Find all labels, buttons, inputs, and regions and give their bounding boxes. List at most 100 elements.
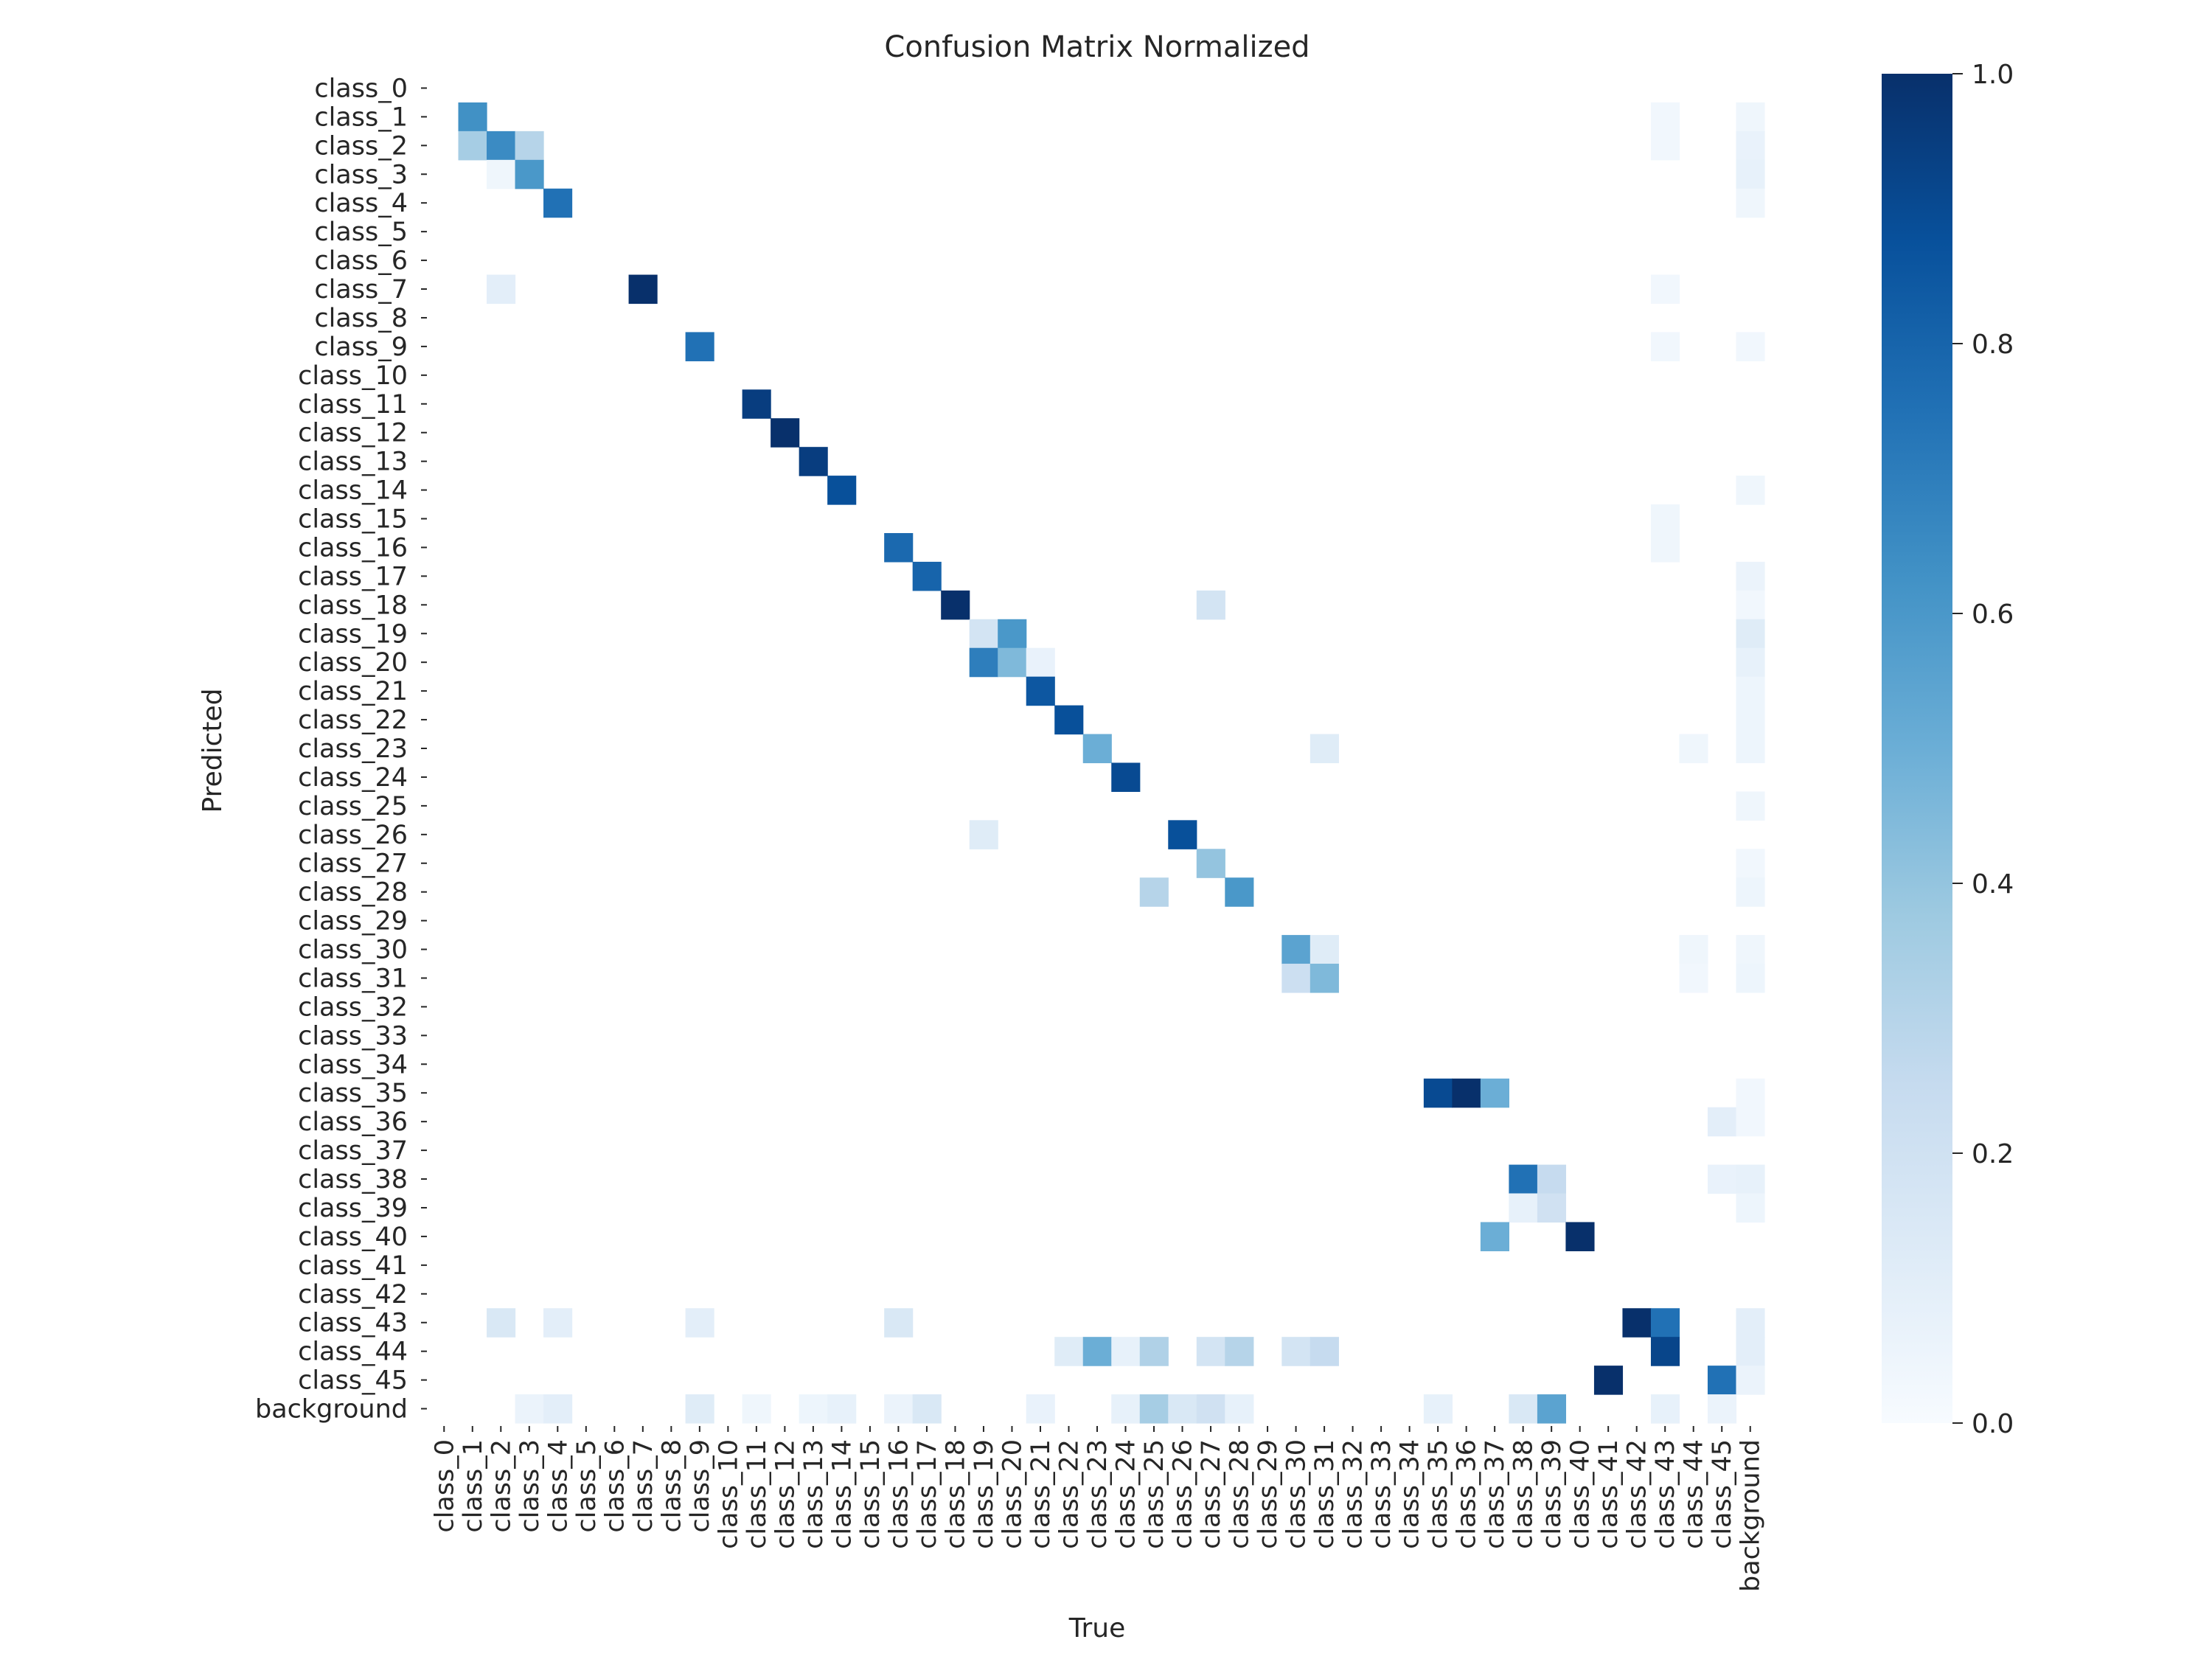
heatmap-cell	[884, 1308, 914, 1338]
heatmap-cell	[1310, 964, 1339, 993]
y-tick-label: class_2	[314, 131, 408, 161]
heatmap-cell	[1679, 964, 1708, 993]
heatmap-cell	[1736, 131, 1765, 161]
colorbar-tick-label: 0.8	[1972, 330, 2014, 360]
y-tick-label: class_10	[298, 361, 408, 391]
y-axis-ticks: class_0class_1class_2class_3class_4class…	[255, 74, 427, 1425]
y-tick-label: class_24	[298, 763, 408, 793]
heatmap-cell	[1736, 590, 1765, 620]
x-tick-label: class_5	[572, 1439, 602, 1533]
heatmap-cell	[685, 1394, 714, 1424]
heatmap-cell	[1225, 1394, 1254, 1424]
x-tick-label: class_35	[1424, 1439, 1453, 1549]
x-tick-label: class_3	[515, 1439, 545, 1533]
heatmap-cell	[1480, 1222, 1509, 1251]
y-tick-label: class_25	[298, 792, 408, 821]
heatmap-cell	[827, 1394, 857, 1424]
x-tick-label: class_33	[1367, 1439, 1397, 1549]
y-tick-label: class_15	[298, 505, 408, 535]
heatmap-cell	[1650, 1337, 1680, 1366]
x-tick-label: class_38	[1509, 1439, 1539, 1549]
heatmap-cell	[543, 1308, 573, 1338]
y-tick-label: class_1	[314, 102, 408, 132]
heatmap-cell	[1736, 935, 1765, 964]
x-tick-label: class_39	[1537, 1439, 1567, 1549]
x-tick-label: class_37	[1481, 1439, 1510, 1549]
x-tick-label: class_32	[1339, 1439, 1368, 1549]
y-tick-label: class_26	[298, 821, 408, 850]
x-tick-label: class_8	[657, 1439, 686, 1533]
heatmap-cell	[1736, 676, 1765, 706]
heatmap-cell	[1139, 1394, 1169, 1424]
heatmap-cell	[1281, 1337, 1311, 1366]
y-tick-label: class_6	[314, 246, 408, 276]
heatmap-cell	[1423, 1078, 1453, 1108]
x-tick-label: class_43	[1651, 1439, 1680, 1549]
x-tick-label: class_10	[714, 1439, 743, 1549]
heatmap-cell	[543, 188, 573, 218]
y-tick-label: class_23	[298, 734, 408, 764]
heatmap-cell	[1111, 1337, 1141, 1366]
heatmap-cell	[1736, 1308, 1765, 1338]
heatmap-cell	[515, 131, 544, 161]
heatmap-cell	[685, 1308, 714, 1338]
heatmap-cell	[799, 1394, 828, 1424]
heatmap-cell	[1736, 476, 1765, 505]
heatmap-cell	[1736, 188, 1765, 218]
heatmap-cell	[1736, 647, 1765, 678]
y-tick-label: background	[255, 1395, 408, 1425]
x-tick-label: class_4	[543, 1439, 573, 1533]
heatmap-cells	[458, 102, 1765, 1424]
y-tick-label: class_20	[298, 648, 408, 678]
x-tick-label: class_26	[1169, 1439, 1198, 1549]
heatmap-cell	[998, 619, 1027, 649]
y-tick-label: class_40	[298, 1222, 408, 1252]
heatmap-cell	[1082, 734, 1112, 764]
y-tick-label: class_5	[314, 218, 408, 247]
y-tick-label: class_16	[298, 533, 408, 563]
x-tick-label: class_15	[856, 1439, 886, 1549]
x-tick-label: class_12	[771, 1439, 800, 1549]
y-tick-label: class_4	[314, 189, 408, 218]
heatmap-cell	[827, 476, 857, 505]
colorbar	[1882, 74, 1952, 1423]
x-axis-label: True	[1068, 1613, 1125, 1644]
x-tick-label: class_36	[1453, 1439, 1482, 1549]
y-tick-label: class_18	[298, 591, 408, 620]
x-tick-label: class_11	[742, 1439, 772, 1549]
heatmap-cell	[969, 820, 998, 849]
y-tick-label: class_12	[298, 419, 408, 448]
heatmap-cell	[1622, 1308, 1652, 1338]
y-tick-label: class_34	[298, 1050, 408, 1079]
x-tick-label: class_29	[1253, 1439, 1283, 1549]
x-tick-label: class_40	[1566, 1439, 1596, 1549]
heatmap-cell	[1650, 532, 1680, 563]
heatmap-cell	[1736, 561, 1765, 591]
x-tick-label: class_19	[970, 1439, 999, 1549]
y-tick-label: class_31	[298, 964, 408, 993]
heatmap-cell	[1196, 590, 1225, 620]
x-tick-label: class_7	[629, 1439, 658, 1533]
heatmap-cell	[1736, 1337, 1765, 1366]
heatmap-cell	[1082, 1337, 1112, 1366]
heatmap-cell	[1736, 1107, 1765, 1137]
y-tick-label: class_13	[298, 448, 408, 477]
heatmap-cell	[1707, 1394, 1737, 1424]
heatmap-cell	[458, 102, 487, 132]
heatmap-cell	[912, 561, 942, 591]
heatmap-cell	[1736, 1164, 1765, 1194]
heatmap-cell	[628, 274, 658, 305]
heatmap-cell	[1026, 1394, 1055, 1424]
heatmap-cell	[1509, 1394, 1538, 1424]
heatmap-cell	[685, 332, 714, 361]
heatmap-cell	[1650, 102, 1680, 132]
heatmap-cell	[543, 1394, 573, 1424]
heatmap-cell	[1736, 877, 1765, 907]
x-tick-label: class_14	[827, 1439, 857, 1549]
y-tick-label: class_35	[298, 1079, 408, 1108]
y-tick-label: class_0	[314, 74, 408, 103]
heatmap-cell	[1650, 332, 1680, 361]
heatmap-cell	[1537, 1394, 1567, 1424]
heatmap-cell	[912, 1394, 942, 1424]
